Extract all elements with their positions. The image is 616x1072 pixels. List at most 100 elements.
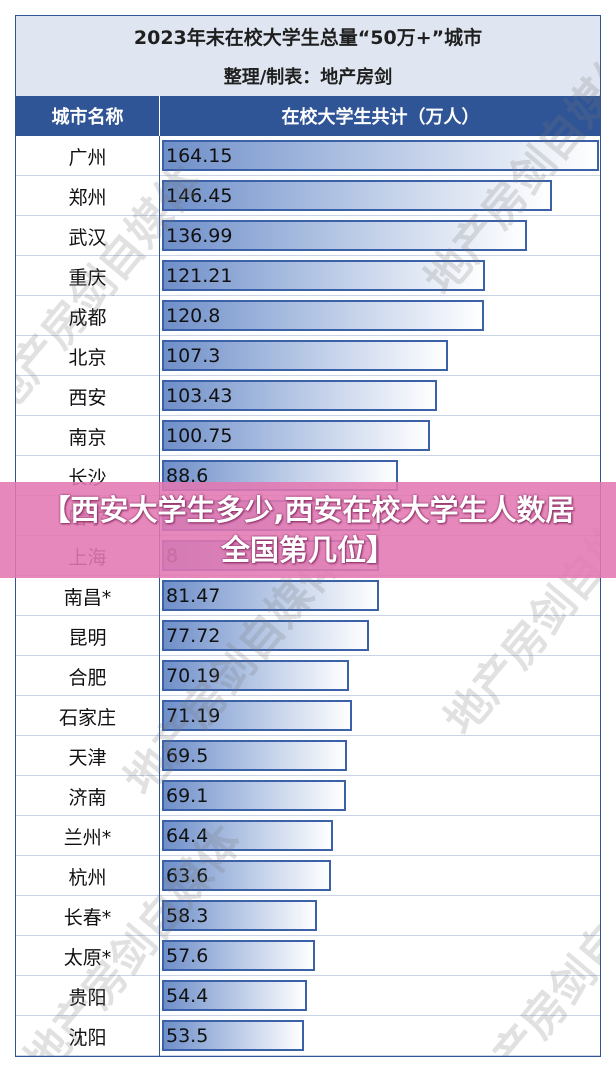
value-label: 54.4 xyxy=(166,985,209,1007)
city-label: 石家庄 xyxy=(58,706,116,729)
value-label: 64.4 xyxy=(166,825,209,847)
value-label: 103.43 xyxy=(166,385,233,407)
city-label: 兰州* xyxy=(63,826,112,849)
city-label: 杭州 xyxy=(68,866,107,889)
bar-row: 合肥 70.19 xyxy=(16,656,600,696)
value-label: 121.21 xyxy=(166,265,233,287)
bar-row: 郑州 146.45 xyxy=(16,176,600,216)
city-label: 武汉 xyxy=(68,226,107,249)
bar-row: 太原* 57.6 xyxy=(16,936,600,976)
value-label: 136.99 xyxy=(166,225,233,247)
bar xyxy=(162,580,379,611)
bar-cell: 77.72 xyxy=(159,616,600,656)
city-label: 重庆 xyxy=(68,266,107,289)
value-label: 120.8 xyxy=(166,305,221,327)
bar xyxy=(162,1020,304,1051)
value-label: 77.72 xyxy=(166,625,221,647)
bar xyxy=(162,220,527,251)
bar-row: 北京 107.3 xyxy=(16,336,600,376)
bar-cell: 164.15 xyxy=(159,136,600,176)
city-label: 沈阳 xyxy=(68,1026,107,1049)
table-header: 城市名称 在校大学生共计（万人） xyxy=(16,96,600,136)
bar-cell: 81.47 xyxy=(159,576,600,616)
bar-cell: 121.21 xyxy=(159,256,600,296)
bar xyxy=(162,820,333,851)
value-label: 58.3 xyxy=(166,905,209,927)
banner-text: 【西安大学生多少,西安在校大学生人数居全国第几位】 xyxy=(41,493,575,567)
bar xyxy=(162,700,352,731)
bar-cell: 107.3 xyxy=(159,336,600,376)
city-label: 北京 xyxy=(68,346,107,369)
bar-cell: 103.43 xyxy=(159,376,600,416)
bar-row: 济南 69.1 xyxy=(16,776,600,816)
city-label: 济南 xyxy=(68,786,107,809)
bar xyxy=(162,140,599,171)
bar-cell: 54.4 xyxy=(159,976,600,1016)
bar-row: 沈阳 53.5 xyxy=(16,1016,600,1056)
value-label: 70.19 xyxy=(166,665,221,687)
value-label: 57.6 xyxy=(166,945,209,967)
bar-cell: 120.8 xyxy=(159,296,600,336)
bar-row: 石家庄 71.19 xyxy=(16,696,600,736)
city-label: 昆明 xyxy=(68,626,107,649)
value-label: 88.6 xyxy=(166,465,209,487)
bar xyxy=(162,780,346,811)
bar-cell: 57.6 xyxy=(159,936,600,976)
bar-cell: 58.3 xyxy=(159,896,600,936)
bar-row: 广州 164.15 xyxy=(16,136,600,176)
bar-row: 贵阳 54.4 xyxy=(16,976,600,1016)
bar-row: 武汉 136.99 xyxy=(16,216,600,256)
value-label: 81.47 xyxy=(166,585,221,607)
bar-cell: 64.4 xyxy=(159,816,600,856)
bar xyxy=(162,660,349,691)
bar xyxy=(162,340,448,371)
bar xyxy=(162,420,430,451)
chart-table: 2023年末在校大学生总量“50万+”城市 整理/制表：地产房剑 城市名称 在校… xyxy=(15,15,601,1057)
city-label: 合肥 xyxy=(68,666,107,689)
bar-row: 长春* 58.3 xyxy=(16,896,600,936)
city-label: 郑州 xyxy=(68,186,107,209)
bar-cell: 69.1 xyxy=(159,776,600,816)
city-label: 南京 xyxy=(68,426,107,449)
value-label: 53.5 xyxy=(166,1025,209,1047)
bar xyxy=(162,980,307,1011)
bar-cell: 69.5 xyxy=(159,736,600,776)
bar-cell: 146.45 xyxy=(159,176,600,216)
bar-cell: 71.19 xyxy=(159,696,600,736)
value-label: 63.6 xyxy=(166,865,209,887)
value-label: 100.75 xyxy=(166,425,233,447)
city-label: 贵阳 xyxy=(68,986,107,1009)
value-label: 146.45 xyxy=(166,185,233,207)
bar-row: 西安 103.43 xyxy=(16,376,600,416)
header-city: 城市名称 xyxy=(51,107,124,128)
value-label: 69.1 xyxy=(166,785,209,807)
bar xyxy=(162,260,485,291)
chart-subtitle: 整理/制表：地产房剑 xyxy=(16,56,600,97)
article-title-banner: 【西安大学生多少,西安在校大学生人数居全国第几位】 xyxy=(0,482,616,578)
bar-row: 昆明 77.72 xyxy=(16,616,600,656)
city-label: 广州 xyxy=(68,146,107,169)
bar xyxy=(162,740,347,771)
bar xyxy=(162,940,315,971)
bar-row: 南京 100.75 xyxy=(16,416,600,456)
value-label: 71.19 xyxy=(166,705,221,727)
header-value: 在校大学生共计（万人） xyxy=(159,96,600,136)
bar-row: 南昌* 81.47 xyxy=(16,576,600,616)
value-label: 164.15 xyxy=(166,145,233,167)
bar-row: 成都 120.8 xyxy=(16,296,600,336)
bar xyxy=(162,180,552,211)
bar xyxy=(162,300,484,331)
bar xyxy=(162,900,317,931)
city-label: 南昌* xyxy=(63,586,112,609)
bar xyxy=(162,860,331,891)
city-label: 太原* xyxy=(63,946,112,969)
value-label: 107.3 xyxy=(166,345,221,367)
bar-row: 天津 69.5 xyxy=(16,736,600,776)
value-label: 69.5 xyxy=(166,745,209,767)
bar xyxy=(162,620,369,651)
bar-cell: 63.6 xyxy=(159,856,600,896)
bar-row: 兰州* 64.4 xyxy=(16,816,600,856)
bar xyxy=(162,380,437,411)
bar-row: 杭州 63.6 xyxy=(16,856,600,896)
chart-title: 2023年末在校大学生总量“50万+”城市 xyxy=(16,16,600,57)
